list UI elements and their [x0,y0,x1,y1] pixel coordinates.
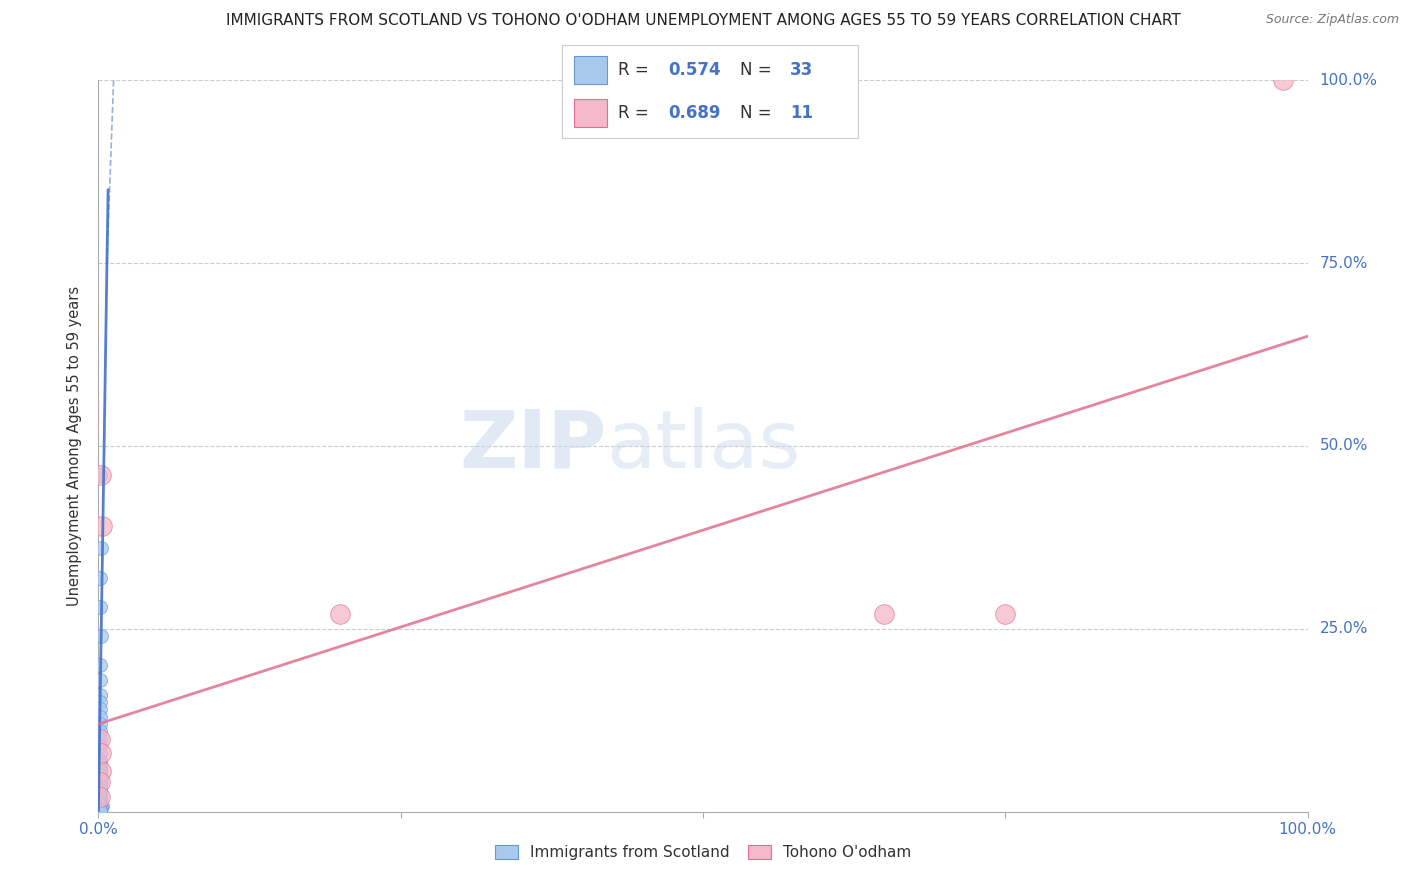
Point [89,794,111,808]
Text: IMMIGRANTS FROM SCOTLAND VS TOHONO O'ODHAM UNEMPLOYMENT AMONG AGES 55 TO 59 YEAR: IMMIGRANTS FROM SCOTLAND VS TOHONO O'ODH… [225,13,1181,29]
Point [89,695,111,709]
Point [89,782,111,797]
Point [90,629,112,643]
Point [90,541,112,556]
Point [89,779,111,793]
Point [89,709,111,723]
Point [89,724,111,739]
Text: atlas: atlas [606,407,800,485]
Point [91,519,114,533]
Point [89,731,111,746]
FancyBboxPatch shape [574,56,607,84]
Text: R =: R = [619,104,655,122]
Point [89,658,111,673]
Point [89,739,111,753]
Text: 33: 33 [790,61,813,78]
Y-axis label: Unemployment Among Ages 55 to 59 years: Unemployment Among Ages 55 to 59 years [67,286,83,606]
Point [89,731,111,746]
Point [89,599,111,614]
Point [89,571,111,585]
Point [89,673,111,687]
Point [89,787,111,801]
Point [89,790,111,805]
Text: R =: R = [619,61,655,78]
Point [90,468,112,483]
Text: 0.574: 0.574 [669,61,721,78]
Point [1272,73,1295,87]
Point [89,804,111,818]
Text: 25.0%: 25.0% [1320,622,1368,636]
FancyBboxPatch shape [574,99,607,127]
Point [994,607,1017,622]
Text: 75.0%: 75.0% [1320,256,1368,270]
Point [89,775,111,789]
Point [89,702,111,716]
Point [89,754,111,768]
Point [873,607,896,622]
Point [89,790,111,805]
Text: ZIP: ZIP [458,407,606,485]
Text: 100.0%: 100.0% [1320,73,1378,87]
Point [90,797,112,812]
Point [89,688,111,702]
Point [89,803,111,817]
Point [89,761,111,775]
Legend: Immigrants from Scotland, Tohono O'odham: Immigrants from Scotland, Tohono O'odham [489,839,917,866]
Text: Source: ZipAtlas.com: Source: ZipAtlas.com [1265,13,1399,27]
Point [90,746,112,760]
Point [89,768,111,782]
Text: 0.689: 0.689 [669,104,721,122]
Point [91,798,114,813]
Text: N =: N = [740,104,776,122]
Point [89,764,111,779]
Text: N =: N = [740,61,776,78]
Point [90,764,112,779]
Text: 50.0%: 50.0% [1320,439,1368,453]
Point [89,717,111,731]
Point [89,772,111,786]
Point [89,757,111,772]
Point [89,746,111,760]
Point [90,801,112,815]
Point [329,607,352,622]
Point [89,775,111,789]
Point [89,468,111,483]
Text: 11: 11 [790,104,813,122]
